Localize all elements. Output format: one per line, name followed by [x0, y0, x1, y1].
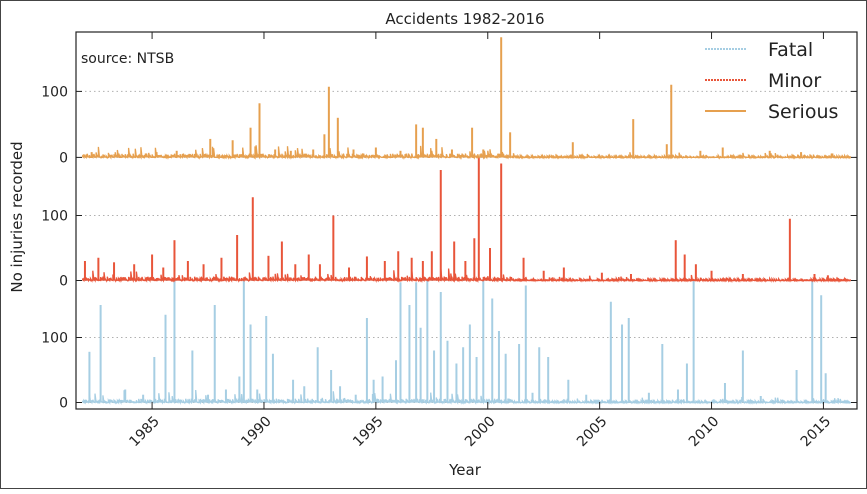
y-tick-label: 100: [41, 331, 68, 347]
x-tick-label: 2005: [574, 414, 611, 451]
y-tick-label: 0: [59, 274, 68, 290]
x-tick-label: 2015: [798, 414, 835, 451]
plot-area: 0 100 0 100 0 100 1985 1990 1995 2000 2005 2010 2015…: [41, 31, 858, 451]
series-minor-baseline: [82, 268, 851, 283]
x-tick-label: 1985: [126, 414, 163, 451]
y-tick-label: 100: [41, 209, 68, 225]
source-annotation: source: NTSB: [81, 51, 174, 67]
y-tick-label: 0: [59, 150, 68, 166]
series-serious-baseline: [82, 145, 851, 160]
y-tick-label: 100: [41, 84, 68, 100]
legend-label-minor: Minor: [768, 70, 821, 92]
legend-label-fatal: Fatal: [768, 39, 813, 61]
y-tick-label: 0: [59, 396, 68, 412]
chart-title: Accidents 1982-2016: [385, 10, 544, 28]
x-tick-label: 2010: [686, 414, 723, 451]
legend-label-serious: Serious: [768, 101, 838, 123]
series-fatal-baseline: [82, 389, 851, 405]
x-tick-label: 1995: [350, 414, 387, 451]
plot-frame: [75, 31, 858, 410]
x-tick-label: 2000: [462, 414, 499, 451]
x-axis-label: Year: [448, 461, 482, 479]
y-axis-label: No injuries recorded: [8, 141, 26, 292]
x-tick-label: 1990: [238, 414, 275, 451]
